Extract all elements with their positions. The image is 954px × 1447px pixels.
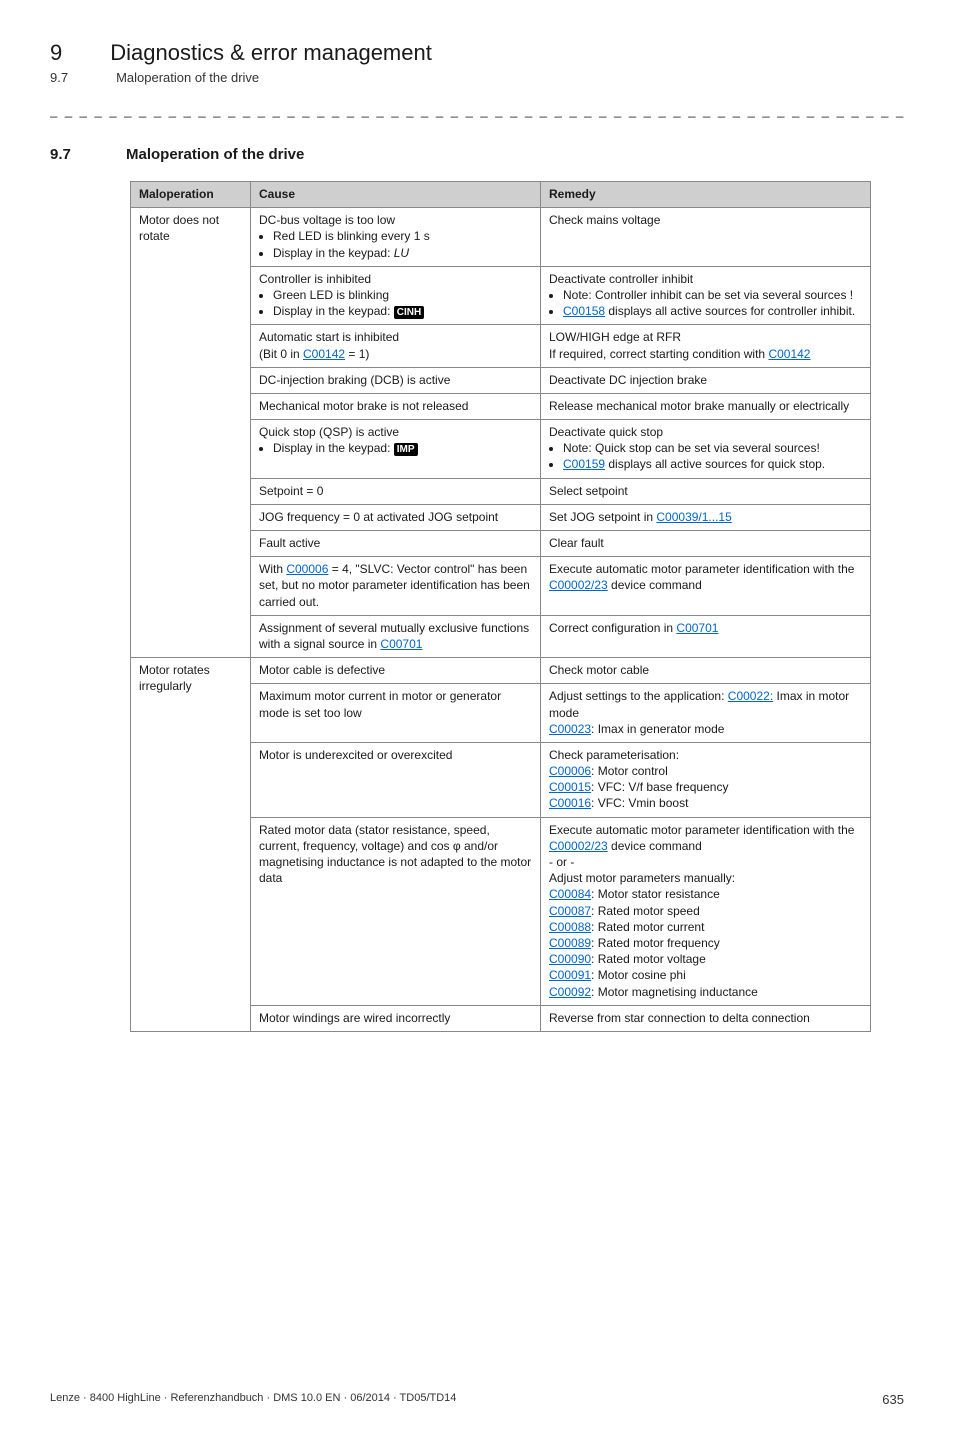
cause-cell: Rated motor data (stator resistance, spe… [251,817,541,1005]
header-section-title: Maloperation of the drive [116,70,259,85]
remedy-cell: Check motor cable [541,658,871,684]
cause-cell: Automatic start is inhibited(Bit 0 in C0… [251,325,541,367]
remedy-cell: Check parameterisation:C00006: Motor con… [541,742,871,817]
table-body: Motor does not rotateDC-bus voltage is t… [131,208,871,1032]
remedy-cell: Clear fault [541,531,871,557]
table-row: Motor rotates irregularlyMotor cable is … [131,658,871,684]
cause-cell: Setpoint = 0 [251,478,541,504]
remedy-cell: Adjust settings to the application: C000… [541,684,871,743]
page-footer: Lenze · 8400 HighLine · Referenzhandbuch… [50,1392,904,1407]
remedy-cell: Execute automatic motor parameter identi… [541,817,871,1005]
group-cell: Motor does not rotate [131,208,251,658]
cause-cell: Assignment of several mutually exclusive… [251,615,541,657]
cause-cell: Fault active [251,531,541,557]
group-cell: Motor rotates irregularly [131,658,251,1032]
cause-cell: Motor is underexcited or overexcited [251,742,541,817]
remedy-cell: Release mechanical motor brake manually … [541,393,871,419]
remedy-cell: LOW/HIGH edge at RFRIf required, correct… [541,325,871,367]
remedy-cell: Check mains voltage [541,208,871,267]
maloperation-table: Maloperation Cause Remedy Motor does not… [130,181,871,1032]
cause-cell: Mechanical motor brake is not released [251,393,541,419]
section-heading: 9.7 Maloperation of the drive [50,146,904,163]
header-section-number: 9.7 [50,70,68,85]
cause-cell: With C00006 = 4, "SLVC: Vector control" … [251,557,541,616]
section-title: Maloperation of the drive [126,146,304,163]
remedy-cell: Deactivate DC injection brake [541,367,871,393]
cause-cell: DC-injection braking (DCB) is active [251,367,541,393]
remedy-cell: Select setpoint [541,478,871,504]
remedy-cell: Set JOG setpoint in C00039/1...15 [541,504,871,530]
separator: _ _ _ _ _ _ _ _ _ _ _ _ _ _ _ _ _ _ _ _ … [50,103,904,118]
cause-cell: Motor cable is defective [251,658,541,684]
table-header-row: Maloperation Cause Remedy [131,182,871,208]
col-header-cause: Cause [251,182,541,208]
section-number: 9.7 [50,146,78,163]
cause-cell: Controller is inhibitedGreen LED is blin… [251,266,541,325]
footer-page-number: 635 [882,1392,904,1407]
remedy-cell: Deactivate controller inhibitNote: Contr… [541,266,871,325]
remedy-cell: Deactivate quick stopNote: Quick stop ca… [541,420,871,479]
remedy-cell: Reverse from star connection to delta co… [541,1005,871,1031]
table-row: Motor does not rotateDC-bus voltage is t… [131,208,871,267]
cause-cell: Quick stop (QSP) is activeDisplay in the… [251,420,541,479]
remedy-cell: Execute automatic motor parameter identi… [541,557,871,616]
remedy-cell: Correct configuration in C00701 [541,615,871,657]
chapter-title: Diagnostics & error management [110,40,432,66]
page-header: 9 Diagnostics & error management 9.7 Mal… [50,40,904,85]
chapter-number: 9 [50,40,62,66]
col-header-maloperation: Maloperation [131,182,251,208]
cause-cell: Maximum motor current in motor or genera… [251,684,541,743]
col-header-remedy: Remedy [541,182,871,208]
cause-cell: DC-bus voltage is too lowRed LED is blin… [251,208,541,267]
cause-cell: Motor windings are wired incorrectly [251,1005,541,1031]
footer-left: Lenze · 8400 HighLine · Referenzhandbuch… [50,1392,456,1407]
cause-cell: JOG frequency = 0 at activated JOG setpo… [251,504,541,530]
